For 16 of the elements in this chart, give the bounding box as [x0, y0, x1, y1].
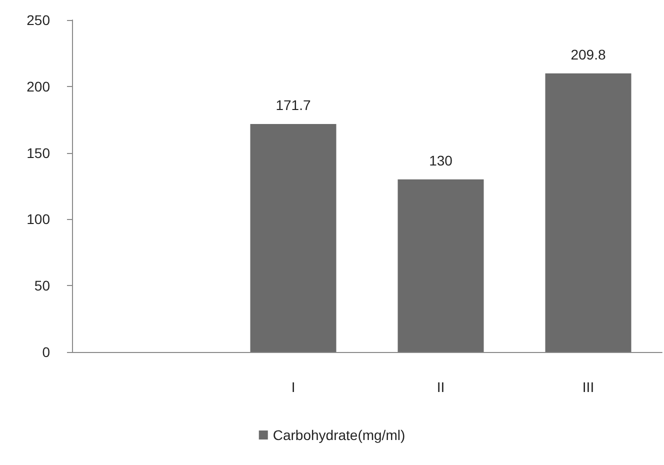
y-tick-label: 250: [26, 12, 50, 28]
y-tick-label: 150: [26, 144, 50, 161]
data-label: 209.8: [570, 46, 606, 62]
data-label: 130: [429, 152, 453, 168]
data-label: 171.7: [276, 96, 311, 113]
x-tick-label: III: [582, 379, 594, 395]
bar: [545, 73, 632, 352]
bar: [250, 124, 336, 352]
y-tick-label: 200: [26, 78, 50, 94]
x-tick-label: II: [436, 379, 445, 395]
x-tick-label: I: [291, 379, 296, 395]
y-tick-label: 0: [42, 344, 50, 360]
y-tick-label: 50: [34, 278, 50, 294]
y-tick-label: 100: [26, 211, 50, 228]
legend-label: Carbohydrate(mg/ml): [272, 427, 406, 443]
bar: [398, 179, 484, 352]
